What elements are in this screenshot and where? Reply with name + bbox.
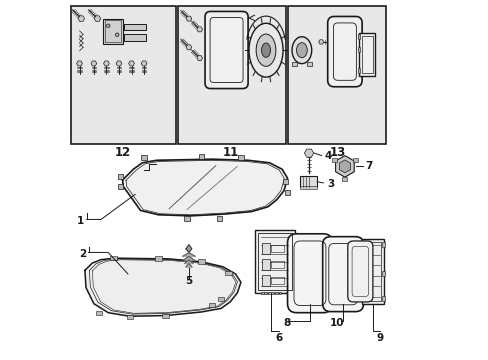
Text: 1: 1 <box>77 216 84 226</box>
Bar <box>331 158 336 162</box>
Bar <box>274 292 277 294</box>
Ellipse shape <box>256 34 275 66</box>
Polygon shape <box>182 253 195 256</box>
Bar <box>342 177 346 181</box>
Bar <box>224 271 231 275</box>
Ellipse shape <box>115 33 119 37</box>
Text: 4: 4 <box>324 150 331 161</box>
Text: 13: 13 <box>329 145 345 158</box>
Bar <box>271 277 284 284</box>
Bar <box>216 216 222 221</box>
Bar <box>283 179 287 184</box>
Polygon shape <box>185 244 191 252</box>
Text: 8: 8 <box>283 319 290 328</box>
Bar <box>352 158 358 162</box>
FancyBboxPatch shape <box>204 12 247 89</box>
Bar <box>110 256 117 260</box>
Bar <box>118 184 123 189</box>
Bar <box>261 243 269 253</box>
Polygon shape <box>185 264 192 267</box>
Bar <box>198 154 204 159</box>
Bar <box>218 297 224 301</box>
FancyBboxPatch shape <box>347 241 372 302</box>
Bar <box>362 36 372 73</box>
Bar <box>118 174 123 179</box>
Bar <box>258 233 291 290</box>
Bar <box>261 259 269 270</box>
FancyBboxPatch shape <box>327 17 362 87</box>
Bar <box>291 62 296 66</box>
Text: 7: 7 <box>365 161 372 171</box>
Bar <box>382 271 384 276</box>
Bar <box>359 33 375 76</box>
Bar <box>238 155 244 160</box>
Bar <box>102 19 122 44</box>
Text: 11: 11 <box>223 145 239 158</box>
Ellipse shape <box>248 23 283 77</box>
Text: 3: 3 <box>326 179 333 189</box>
Bar <box>271 261 284 268</box>
Bar <box>287 6 386 144</box>
Text: 10: 10 <box>329 319 344 328</box>
Bar <box>271 244 284 252</box>
Ellipse shape <box>261 43 270 57</box>
Bar <box>362 239 383 304</box>
Text: 9: 9 <box>376 333 383 343</box>
Bar <box>255 230 294 293</box>
Ellipse shape <box>106 24 110 28</box>
Bar <box>155 256 162 261</box>
Bar <box>300 176 317 187</box>
Bar <box>124 35 145 41</box>
Bar <box>198 259 204 264</box>
Text: 6: 6 <box>274 333 282 343</box>
Text: 2: 2 <box>79 249 86 259</box>
Polygon shape <box>122 159 287 216</box>
Bar <box>306 62 311 66</box>
Bar <box>271 292 274 294</box>
Bar <box>104 21 121 42</box>
Bar <box>124 24 145 30</box>
Bar <box>382 296 384 301</box>
FancyBboxPatch shape <box>322 237 363 312</box>
Bar <box>178 6 285 144</box>
Ellipse shape <box>296 42 306 58</box>
FancyBboxPatch shape <box>287 234 332 313</box>
Text: 5: 5 <box>185 276 192 286</box>
Bar <box>184 216 190 221</box>
Polygon shape <box>184 260 193 264</box>
Bar <box>284 190 289 195</box>
Polygon shape <box>183 256 194 260</box>
Bar <box>357 68 359 73</box>
Bar <box>141 155 147 160</box>
Bar <box>264 292 266 294</box>
Bar <box>364 242 380 301</box>
Text: 12: 12 <box>115 145 131 158</box>
Bar <box>382 242 384 247</box>
Bar <box>260 292 263 294</box>
Bar <box>126 315 133 319</box>
Bar <box>261 275 269 286</box>
Bar <box>96 311 102 315</box>
Bar <box>357 47 359 52</box>
Bar <box>267 292 270 294</box>
Bar <box>278 292 281 294</box>
Bar <box>357 34 359 40</box>
Ellipse shape <box>291 37 311 64</box>
Bar <box>70 6 176 144</box>
Bar <box>209 303 215 307</box>
Polygon shape <box>85 258 241 316</box>
Bar <box>300 186 317 189</box>
Bar <box>162 314 168 319</box>
